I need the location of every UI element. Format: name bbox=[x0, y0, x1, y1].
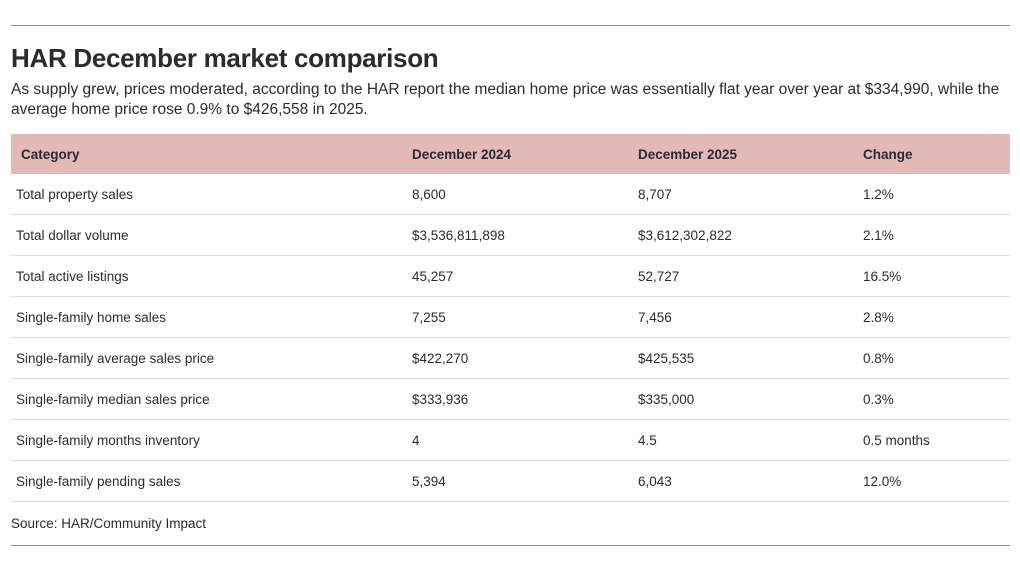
row-change: 12.0% bbox=[863, 460, 1010, 502]
row-december-2024: 5,394 bbox=[412, 460, 638, 502]
top-divider bbox=[11, 25, 1010, 26]
row-category: Single-family pending sales bbox=[11, 460, 412, 502]
page-title: HAR December market comparison bbox=[11, 43, 439, 73]
table-row: Total active listings 45,257 52,727 16.5… bbox=[11, 255, 1010, 297]
row-change: 2.8% bbox=[863, 296, 1010, 338]
source-note: Source: HAR/Community Impact bbox=[11, 516, 207, 531]
market-comparison-card: HAR December market comparison As supply… bbox=[11, 25, 1010, 546]
row-december-2025: 8,707 bbox=[638, 174, 863, 215]
bottom-divider bbox=[11, 545, 1010, 546]
row-category: Single-family home sales bbox=[11, 296, 412, 338]
row-change: 0.8% bbox=[863, 337, 1010, 379]
row-december-2025: $425,535 bbox=[638, 337, 863, 379]
row-december-2025: 7,456 bbox=[638, 296, 863, 338]
row-december-2025: 4.5 bbox=[638, 419, 863, 461]
table-row: Single-family average sales price $422,2… bbox=[11, 337, 1010, 379]
row-change: 2.1% bbox=[863, 214, 1010, 256]
table-row: Single-family months inventory 4 4.5 0.5… bbox=[11, 419, 1010, 461]
row-december-2025: $335,000 bbox=[638, 378, 863, 420]
table-row: Single-family pending sales 5,394 6,043 … bbox=[11, 460, 1010, 502]
row-december-2025: 52,727 bbox=[638, 255, 863, 297]
row-december-2025: 6,043 bbox=[638, 460, 863, 502]
row-change: 16.5% bbox=[863, 255, 1010, 297]
row-change: 0.5 months bbox=[863, 419, 1010, 461]
column-header-category: Category bbox=[21, 146, 80, 162]
row-december-2024: 45,257 bbox=[412, 255, 638, 297]
column-header-december-2024: December 2024 bbox=[412, 146, 512, 162]
row-december-2024: $333,936 bbox=[412, 378, 638, 420]
column-header-change: Change bbox=[863, 146, 913, 162]
row-december-2025: $3,612,302,822 bbox=[638, 214, 863, 256]
row-category: Total active listings bbox=[11, 255, 412, 297]
row-category: Total property sales bbox=[11, 174, 412, 215]
market-comparison-table: Category December 2024 December 2025 Cha… bbox=[11, 134, 1010, 502]
row-category: Single-family median sales price bbox=[11, 378, 412, 420]
row-category: Total dollar volume bbox=[11, 214, 412, 256]
row-category: Single-family months inventory bbox=[11, 419, 412, 461]
column-header-december-2025: December 2025 bbox=[638, 146, 738, 162]
row-december-2024: 4 bbox=[412, 419, 638, 461]
table-row: Single-family home sales 7,255 7,456 2.8… bbox=[11, 296, 1010, 338]
table-row: Total property sales 8,600 8,707 1.2% bbox=[11, 174, 1010, 215]
row-category: Single-family average sales price bbox=[11, 337, 412, 379]
row-change: 0.3% bbox=[863, 378, 1010, 420]
table-row: Single-family median sales price $333,93… bbox=[11, 378, 1010, 420]
page-subtitle: As supply grew, prices moderated, accord… bbox=[11, 81, 1000, 118]
row-change: 1.2% bbox=[863, 174, 1010, 215]
row-december-2024: 7,255 bbox=[412, 296, 638, 338]
table-row: Total dollar volume $3,536,811,898 $3,61… bbox=[11, 214, 1010, 256]
table-header-row: Category December 2024 December 2025 Cha… bbox=[11, 134, 1010, 174]
row-december-2024: $3,536,811,898 bbox=[412, 214, 638, 256]
row-december-2024: 8,600 bbox=[412, 174, 638, 215]
row-december-2024: $422,270 bbox=[412, 337, 638, 379]
